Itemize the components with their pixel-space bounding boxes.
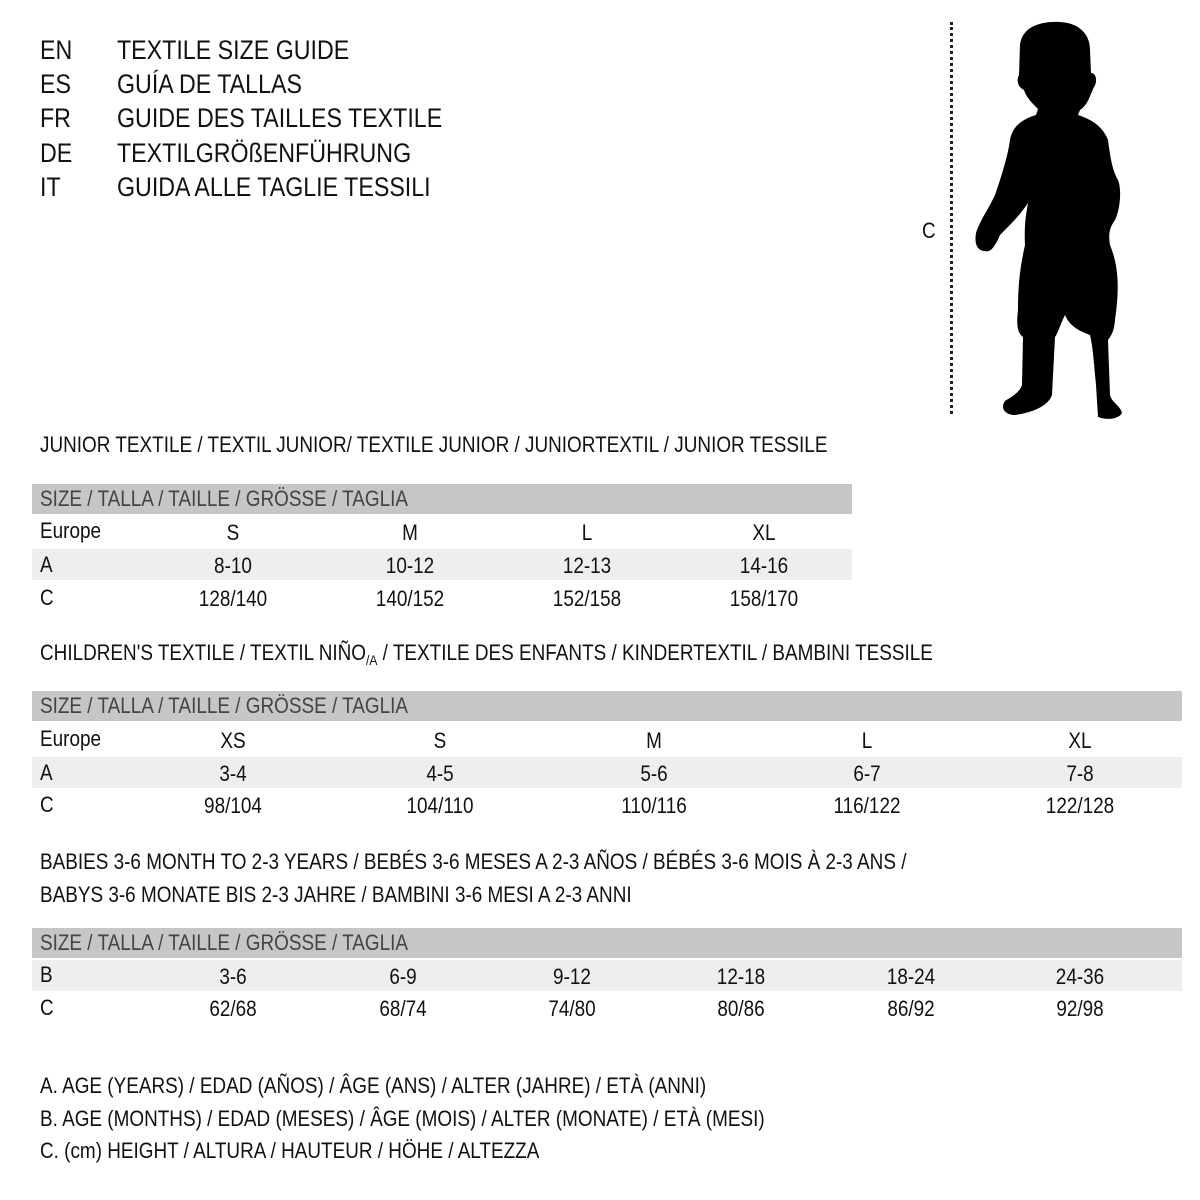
table-cell: 8-10 [214,553,252,578]
lang-code-de: DE [40,138,73,168]
table-cell: S [226,520,240,545]
row-band [32,960,1182,991]
table-cell: 3-4 [219,761,247,786]
table-cell: 68/74 [379,996,427,1021]
children-heading-text: CHILDREN'S TEXTILE / TEXTIL NIÑO [40,640,367,665]
table-cell: 80/86 [717,996,765,1021]
title-de: TEXTILGRÖßENFÜHRUNG [117,138,412,168]
size-header-bar: SIZE / TALLA / TAILLE / GRÖSSE / TAGLIA [32,484,852,514]
table-cell: S [433,728,447,753]
row-label-a: A [40,552,53,577]
table-cell: 62/68 [209,996,257,1021]
title-it: GUIDA ALLE TAGLIE TESSILI [117,172,431,202]
table-cell: 10-12 [385,553,435,578]
size-header-bar: SIZE / TALLA / TAILLE / GRÖSSE / TAGLIA [32,691,1182,721]
lang-code-fr: FR [40,103,71,133]
babies-heading-line1: BABIES 3-6 MONTH TO 2-3 YEARS / BEBÉS 3-… [40,849,907,874]
table-cell: M [402,520,418,545]
table-cell: 14-16 [739,553,789,578]
table-cell: L [581,520,593,545]
title-en: TEXTILE SIZE GUIDE [117,35,350,65]
size-header-label: SIZE / TALLA / TAILLE / GRÖSSE / TAGLIA [40,486,409,511]
table-cell: 6-7 [853,761,881,786]
table-cell: 140/152 [375,586,445,611]
height-dotted-line [950,22,953,414]
table-cell: 3-6 [219,964,247,989]
table-cell: 24-36 [1055,964,1105,989]
title-fr: GUIDE DES TAILLES TEXTILE [117,103,443,133]
legend-b: B. AGE (MONTHS) / EDAD (MESES) / ÂGE (MO… [40,1106,765,1131]
row-label-a: A [40,760,53,785]
table-cell: 18-24 [886,964,936,989]
row-band [32,549,852,580]
table-cell: 116/122 [833,793,901,818]
children-heading-subscript: /A [366,652,378,668]
row-label-europe: Europe [40,518,102,543]
junior-heading: JUNIOR TEXTILE / TEXTIL JUNIOR/ TEXTILE … [40,432,828,457]
table-cell: 92/98 [1056,996,1104,1021]
size-header-label: SIZE / TALLA / TAILLE / GRÖSSE / TAGLIA [40,693,409,718]
size-header-bar: SIZE / TALLA / TAILLE / GRÖSSE / TAGLIA [32,928,1182,958]
row-label-b: B [40,962,53,987]
table-cell: 7-8 [1066,761,1094,786]
lang-code-it: IT [40,172,61,202]
row-label-c: C [40,585,54,610]
table-cell: 104/110 [406,793,474,818]
row-band [32,757,1182,788]
legend-a: A. AGE (YEARS) / EDAD (AÑOS) / ÂGE (ANS)… [40,1073,707,1098]
table-cell: XL [1068,728,1092,753]
table-cell: 122/128 [1045,793,1115,818]
table-cell: 6-9 [389,964,417,989]
size-header-label: SIZE / TALLA / TAILLE / GRÖSSE / TAGLIA [40,930,409,955]
row-label-c: C [40,792,54,817]
table-cell: 98/104 [204,793,262,818]
children-heading: CHILDREN'S TEXTILE / TEXTIL NIÑO/A / TEX… [40,640,933,668]
table-cell: M [646,728,662,753]
lang-code-en: EN [40,35,73,65]
table-cell: 12-18 [716,964,766,989]
title-es: GUÍA DE TALLAS [117,69,302,99]
table-cell: 86/92 [887,996,935,1021]
table-cell: 110/116 [621,793,687,818]
table-cell: 128/140 [198,586,268,611]
child-silhouette-icon [975,21,1122,419]
legend-c: C. (cm) HEIGHT / ALTURA / HAUTEUR / HÖHE… [40,1138,540,1163]
table-cell: 9-12 [553,964,591,989]
table-cell: 12-13 [562,553,612,578]
measure-label: C [922,218,936,243]
children-heading-text-rest: / TEXTILE DES ENFANTS / KINDERTEXTIL / B… [377,640,933,665]
table-cell: 5-6 [640,761,668,786]
babies-heading-line2: BABYS 3-6 MONATE BIS 2-3 JAHRE / BAMBINI… [40,882,632,907]
table-cell: XS [220,728,246,753]
row-label-c: C [40,995,54,1020]
table-cell: 152/158 [552,586,622,611]
table-cell: 4-5 [426,761,454,786]
table-cell: 74/80 [548,996,596,1021]
table-cell: L [861,728,873,753]
row-label-europe: Europe [40,726,102,751]
table-cell: XL [752,520,776,545]
table-cell: 158/170 [729,586,799,611]
lang-code-es: ES [40,69,71,99]
